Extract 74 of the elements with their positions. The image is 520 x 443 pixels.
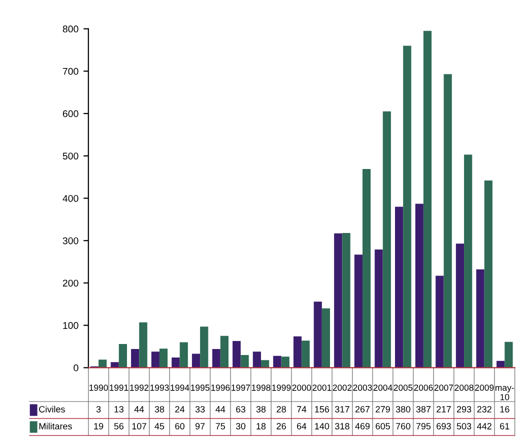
y-tick-label: 300	[62, 237, 78, 244]
data-label: 795	[416, 423, 431, 430]
x-tick-label: 2008	[454, 384, 474, 391]
data-label: 26	[276, 423, 286, 430]
data-label: 387	[416, 406, 431, 412]
y-tick-label: 0	[74, 364, 78, 372]
data-label: 97	[195, 423, 205, 430]
data-label: 56	[114, 423, 124, 430]
data-label: 63	[236, 406, 246, 412]
data-label: 28	[276, 406, 286, 412]
data-label: 293	[456, 406, 472, 412]
x-tick-label: 1998	[252, 384, 270, 391]
data-label: 693	[436, 423, 451, 430]
x-tick-label: 2000	[292, 384, 311, 391]
data-label: 13	[114, 406, 124, 412]
data-label: 469	[355, 423, 370, 430]
data-label: 380	[396, 406, 410, 412]
data-label: 33	[195, 406, 205, 412]
data-label: 61	[500, 423, 510, 430]
data-label: 44	[134, 406, 144, 412]
data-label: 760	[396, 423, 410, 430]
y-tick-label: 700	[62, 68, 78, 75]
data-label: 442	[477, 423, 492, 430]
data-label: 267	[355, 406, 370, 412]
y-tick-label: 200	[62, 280, 78, 287]
x-tick-label: 2006	[414, 384, 433, 391]
x-tick-label: 2003	[353, 384, 372, 391]
x-tick-label: 2005	[394, 384, 412, 391]
data-label: 3	[96, 406, 101, 412]
x-tick-label: 2009	[475, 384, 494, 391]
data-label: 140	[315, 423, 330, 430]
x-tick-label: 1995	[191, 384, 210, 391]
x-tick-label: 1993	[150, 384, 169, 391]
data-label: 317	[335, 406, 350, 412]
x-tick-label: 1997	[232, 384, 250, 391]
data-label: 30	[236, 423, 246, 430]
data-label: 24	[175, 406, 185, 412]
x-tick-label: 1991	[110, 384, 128, 391]
x-tick-label: may-10	[496, 386, 514, 400]
data-label: 74	[297, 406, 306, 412]
data-label: 605	[376, 423, 390, 430]
x-tick-label: 1994	[170, 384, 190, 391]
data-label: 44	[216, 406, 226, 412]
data-label: 156	[315, 406, 330, 412]
y-tick-label: 400	[62, 194, 78, 202]
y-tick-label: 800	[62, 26, 78, 32]
legend-label: Civiles	[39, 406, 65, 412]
data-label: 60	[175, 423, 184, 430]
x-tick-label: 2004	[374, 384, 392, 391]
data-label: 217	[436, 406, 451, 412]
data-label: 64	[297, 423, 306, 430]
legend-label: Militares	[39, 422, 72, 430]
data-label: 318	[335, 423, 350, 430]
x-tick-label: 2002	[332, 384, 352, 391]
data-label: 107	[132, 423, 146, 430]
x-tick-label: 1999	[272, 384, 291, 391]
y-tick-label: 600	[62, 110, 78, 118]
data-label: 232	[477, 406, 492, 412]
data-label: 16	[500, 406, 510, 412]
x-tick-label: 1990	[89, 384, 108, 391]
data-label: 45	[154, 423, 164, 430]
data-label: 75	[216, 423, 226, 430]
y-tick-label: 500	[62, 152, 78, 160]
data-label: 38	[256, 406, 266, 412]
y-tick-label: 100	[63, 322, 78, 329]
x-tick-label: 1996	[211, 384, 230, 391]
data-label: 19	[94, 423, 104, 430]
x-tick-label: 1992	[130, 384, 148, 391]
data-label: 503	[456, 423, 472, 430]
x-tick-label: 2007	[434, 384, 454, 391]
x-tick-label: 2001	[312, 384, 332, 391]
data-label: 38	[154, 406, 164, 412]
data-label: 18	[256, 423, 266, 430]
data-label: 279	[376, 406, 390, 412]
